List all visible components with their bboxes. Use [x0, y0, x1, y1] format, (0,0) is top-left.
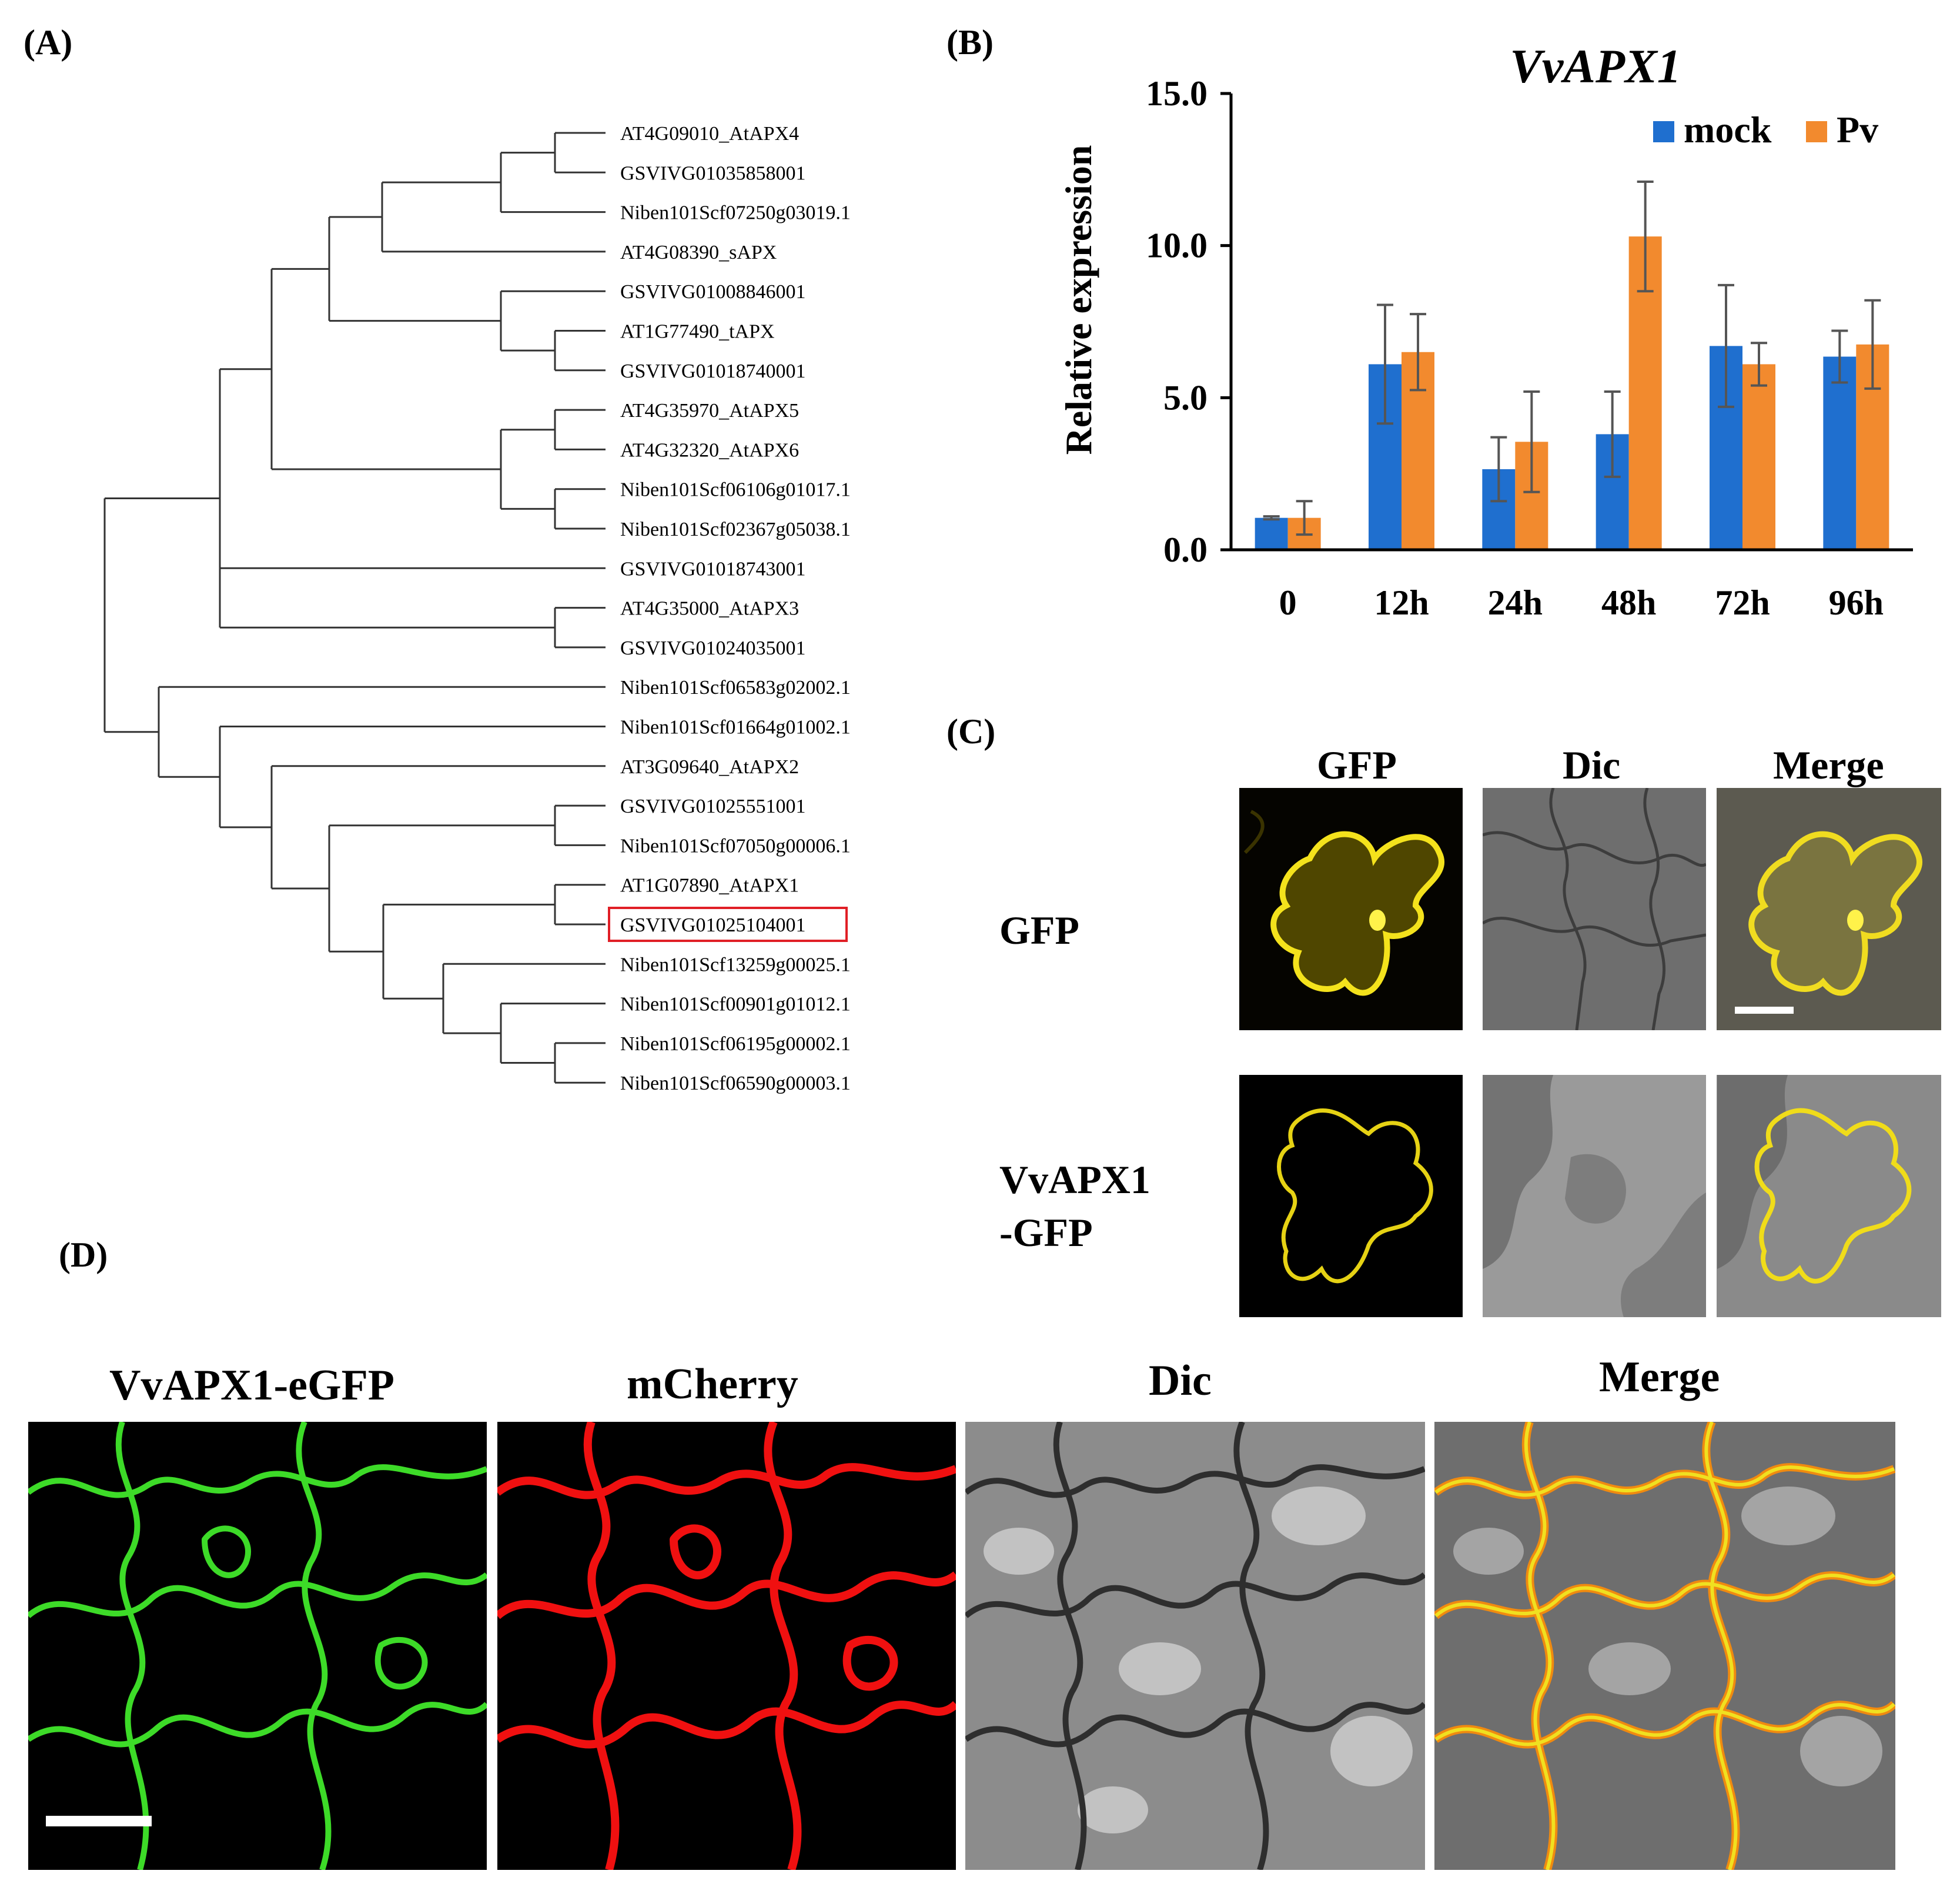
tree-leaf-label: Niben101Scf00901g01012.1: [620, 994, 851, 1016]
x-tick-label: 72h: [1715, 583, 1770, 622]
micrograph-c-vvapx1-dic: [1483, 1075, 1706, 1317]
tree-leaf-label: Niben101Scf06583g02002.1: [620, 677, 851, 699]
tree-leaf-label: AT4G09010_AtAPX4: [620, 123, 799, 145]
c-col-gfp: GFP: [1317, 743, 1397, 787]
c-col-merge: Merge: [1773, 743, 1884, 787]
micrograph-c-gfp-merge: [1717, 788, 1941, 1030]
c-row-vvapx1-line2: -GFP: [999, 1210, 1093, 1255]
tree-leaf-label: GSVIVG01024035001: [620, 637, 805, 659]
panel-label-c: (C): [946, 712, 996, 751]
y-tick-label: 15.0: [1146, 74, 1208, 113]
micrograph-c-vvapx1-merge: [1717, 1075, 1941, 1317]
tree-leaf-label: Niben101Scf01664g01002.1: [620, 717, 851, 739]
micrograph-d-dic: [965, 1422, 1425, 1870]
x-tick-label: 12h: [1374, 583, 1429, 622]
micrograph-d-egfp: [28, 1422, 487, 1870]
tree-leaf-label: Niben101Scf07050g00006.1: [620, 835, 851, 857]
x-tick-label: 96h: [1829, 583, 1884, 622]
tree-leaf-label: Niben101Scf07250g03019.1: [620, 202, 851, 224]
x-tick-label: 24h: [1488, 583, 1543, 622]
micrograph-c-gfp-gfp: [1239, 788, 1463, 1030]
bar-mock: [1823, 356, 1857, 550]
micrograph-d-merge: [1434, 1422, 1895, 1870]
scale-bar: [1735, 1007, 1794, 1014]
y-tick-label: 0.0: [1163, 530, 1208, 569]
legend-swatch-Pv: [1806, 121, 1827, 142]
tree-leaf-label: GSVIVG01025104001: [620, 914, 805, 936]
legend-label-Pv: Pv: [1837, 109, 1878, 151]
tree-leaf-label: AT3G09640_AtAPX2: [620, 756, 799, 778]
tree-leaf-label: GSVIVG01035858001: [620, 162, 805, 184]
tree-leaf-label: AT4G35970_AtAPX5: [620, 400, 799, 422]
tree-leaf-label: Niben101Scf13259g00025.1: [620, 954, 851, 976]
y-tick-label: 5.0: [1163, 378, 1208, 417]
tree-leaf-label: AT1G77490_tAPX: [620, 321, 775, 343]
micrograph-c-vvapx1-gfp: [1239, 1075, 1463, 1317]
tree-leaf-label: Niben101Scf06195g00002.1: [620, 1033, 851, 1055]
tree-leaf-label: Niben101Scf02367g05038.1: [620, 519, 851, 540]
tree-leaf-label: Niben101Scf06590g00003.1: [620, 1073, 851, 1094]
tree-leaf-label: AT1G07890_AtAPX1: [620, 875, 799, 897]
scale-bar: [46, 1816, 152, 1826]
y-axis-label: Relative expression: [1058, 145, 1099, 455]
bar-Pv: [1742, 364, 1775, 550]
tree-leaf-label: AT4G35000_AtAPX3: [620, 598, 799, 620]
phylogenetic-tree: AT4G09010_AtAPX4 GSVIVG01035858001 Niben10…: [103, 123, 851, 1094]
tree-leaf-label: GSVIVG01008846001: [620, 281, 805, 303]
tree-leaf-label: AT4G08390_sAPX: [620, 242, 777, 263]
c-row-gfp: GFP: [999, 908, 1079, 953]
x-tick-label: 0: [1279, 583, 1297, 622]
micrograph-c-gfp-dic: [1483, 788, 1706, 1030]
tree-leaf-label: Niben101Scf06106g01017.1: [620, 479, 851, 501]
c-col-dic: Dic: [1563, 743, 1621, 787]
y-tick-label: 10.0: [1146, 226, 1208, 265]
micrograph-d-mcherry: [497, 1422, 956, 1870]
d-col-merge: Merge: [1599, 1353, 1720, 1401]
bar-mock: [1255, 517, 1288, 550]
d-col-vvapx1-egfp: VvAPX1-eGFP: [109, 1361, 394, 1409]
panel-label-a: (A): [24, 23, 73, 62]
d-col-dic: Dic: [1149, 1357, 1212, 1405]
tree-leaf-label: GSVIVG01018740001: [620, 360, 805, 382]
x-tick-label: 48h: [1601, 583, 1656, 622]
legend-label-mock: mock: [1684, 109, 1772, 151]
legend-swatch-mock: [1653, 121, 1674, 142]
chart-title: VvAPX1: [1510, 39, 1681, 93]
d-col-mcherry: mCherry: [627, 1360, 798, 1408]
tree-leaf-label: GSVIVG01018743001: [620, 558, 805, 580]
panel-label-d: (D): [59, 1235, 108, 1274]
tree-leaf-label: AT4G32320_AtAPX6: [620, 439, 799, 461]
expression-chart: VvAPX1 0.0 5.0 10.0 15.0 0 12h 24h 48h 72h 96h mo…: [1058, 39, 1913, 622]
c-row-vvapx1-line1: VvAPX1: [999, 1157, 1150, 1202]
tree-leaf-label: GSVIVG01025551001: [620, 796, 805, 817]
panel-label-b: (B): [946, 23, 994, 62]
highlight-box: [608, 907, 848, 942]
